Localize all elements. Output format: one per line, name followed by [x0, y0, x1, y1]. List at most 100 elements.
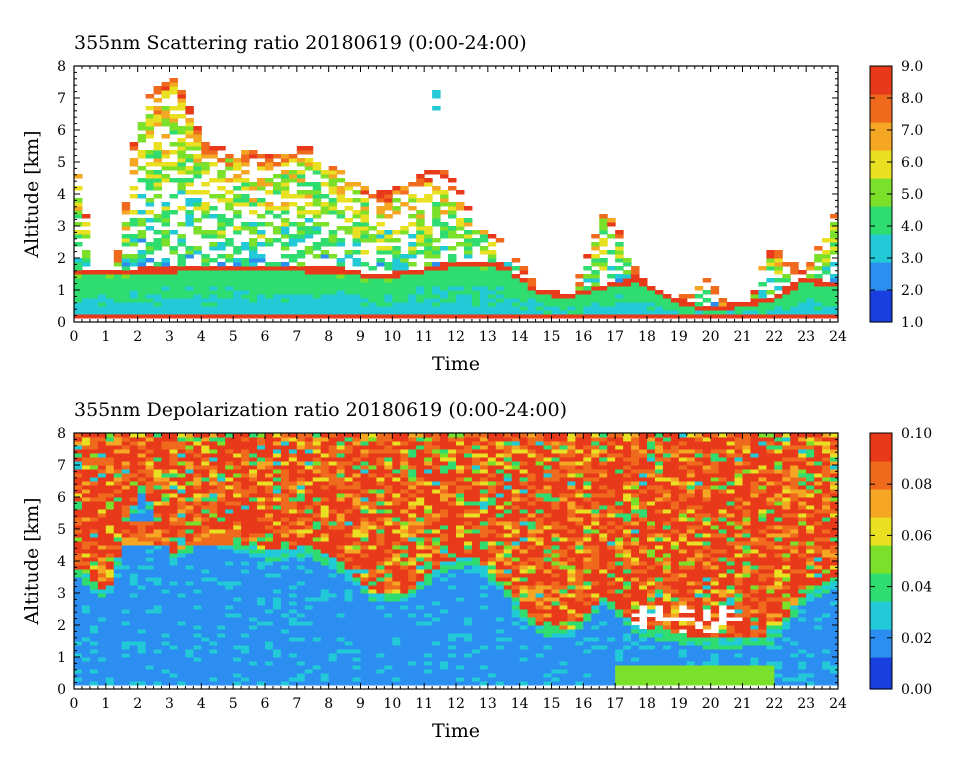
heatmap-cell [257, 657, 266, 662]
heatmap-cell [74, 665, 83, 670]
heatmap-cell [257, 649, 266, 654]
heatmap-cell [304, 649, 314, 654]
heatmap-cell [392, 585, 401, 590]
heatmap-cell [280, 601, 290, 606]
heatmap-cell [81, 278, 91, 283]
heatmap-cell [408, 497, 417, 502]
heatmap-cell [328, 234, 338, 239]
heatmap-cell [193, 477, 202, 482]
heatmap-cell [432, 106, 441, 111]
heatmap-cell [352, 302, 361, 307]
heatmap-cell [376, 549, 385, 554]
heatmap-cell [257, 166, 266, 171]
heatmap-cell [654, 298, 664, 303]
heatmap-cell [225, 553, 234, 558]
heatmap-cell [288, 445, 298, 450]
heatmap-cell [448, 262, 457, 267]
heatmap-cell [185, 453, 194, 458]
heatmap-cell [225, 302, 234, 307]
heatmap-cell [280, 286, 290, 291]
heatmap-cell [97, 481, 107, 486]
heatmap-cell [209, 457, 218, 462]
heatmap-cell [400, 609, 409, 614]
heatmap-cell [249, 314, 258, 319]
heatmap-cell [336, 294, 346, 299]
heatmap-cell [631, 282, 640, 287]
heatmap-cell [153, 98, 163, 103]
heatmap-cell [209, 657, 218, 662]
heatmap-cell [296, 278, 306, 283]
heatmap-cell [312, 310, 322, 315]
heatmap-cell [225, 589, 234, 594]
heatmap-cell [113, 645, 123, 650]
heatmap-cell [209, 437, 218, 442]
heatmap-cell [368, 533, 377, 538]
heatmap-cell [448, 302, 457, 307]
heatmap-cell [376, 310, 385, 315]
heatmap-cell [288, 441, 298, 446]
heatmap-cell [137, 557, 147, 562]
heatmap-cell [647, 298, 656, 303]
colorbar-tick-label: 2.0 [901, 283, 923, 299]
heatmap-cell [758, 298, 767, 303]
heatmap-cell [121, 549, 131, 554]
heatmap-cell [758, 282, 767, 287]
heatmap-cell [185, 298, 194, 303]
heatmap-cell [376, 629, 385, 634]
heatmap-cell [288, 505, 298, 510]
heatmap-cell [137, 501, 147, 506]
heatmap-cell [344, 433, 354, 438]
heatmap-cell [217, 625, 226, 630]
heatmap-cell [312, 433, 322, 438]
heatmap-cell [599, 314, 608, 319]
heatmap-cell [288, 669, 298, 674]
heatmap-cell [185, 537, 194, 542]
heatmap-cell [304, 517, 314, 522]
heatmap-cell [336, 641, 346, 646]
heatmap-cell [105, 493, 115, 498]
heatmap-cell [384, 278, 393, 283]
heatmap-cell [153, 505, 163, 510]
heatmap-cell [352, 589, 361, 594]
heatmap-cell [511, 306, 521, 311]
heatmap-cell [288, 589, 298, 594]
heatmap-cell [121, 202, 131, 207]
heatmap-cell [74, 310, 83, 315]
heatmap-cell [806, 310, 815, 315]
heatmap-cell [352, 529, 361, 534]
heatmap-cell [288, 485, 298, 490]
heatmap-cell [471, 270, 481, 275]
heatmap-cell [288, 521, 298, 526]
colorbar-segment [870, 278, 892, 283]
heatmap-cell [265, 581, 274, 586]
heatmap-cell [272, 485, 282, 490]
heatmap-cell [272, 593, 282, 598]
heatmap-cell [336, 597, 346, 602]
heatmap-cell [177, 106, 186, 111]
heatmap-cell [376, 597, 385, 602]
heatmap-cell [153, 573, 163, 578]
heatmap-cell [296, 146, 306, 151]
heatmap-cell [257, 545, 266, 550]
heatmap-cell [304, 230, 314, 235]
heatmap-cell [376, 274, 385, 279]
heatmap-cell [153, 569, 163, 574]
heatmap-cell [153, 150, 163, 155]
heatmap-cell [567, 294, 576, 299]
heatmap-cell [169, 665, 178, 670]
heatmap-cell [97, 629, 107, 634]
heatmap-cell [503, 298, 513, 303]
heatmap-cell [153, 178, 163, 183]
heatmap-cell [241, 262, 250, 267]
heatmap-cell [312, 549, 322, 554]
heatmap-cell [161, 609, 170, 614]
heatmap-cell [145, 625, 155, 630]
heatmap-cell [97, 513, 107, 518]
heatmap-cell [392, 533, 401, 538]
heatmap-cell [336, 258, 346, 263]
heatmap-cell [360, 633, 369, 638]
heatmap-cell [265, 266, 274, 271]
heatmap-cell [639, 314, 648, 319]
heatmap-cell [352, 617, 361, 622]
heatmap-cell [265, 637, 274, 642]
